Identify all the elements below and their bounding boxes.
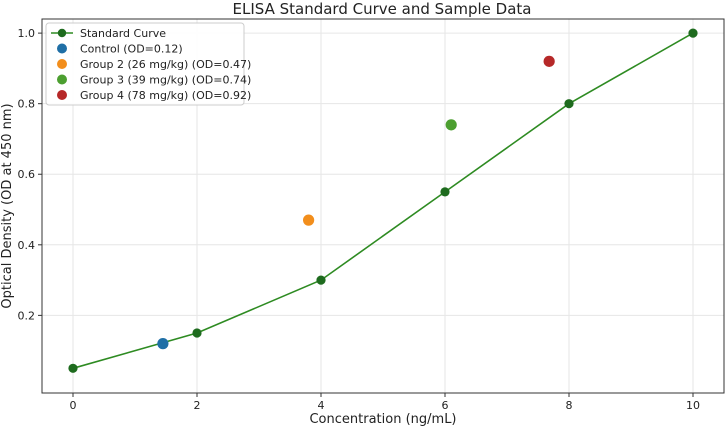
sample-point-1 — [157, 338, 169, 350]
legend-label: Group 2 (26 mg/kg) (OD=0.47) — [80, 58, 251, 71]
standard-curve-point — [192, 328, 202, 338]
x-tick-label: 8 — [566, 399, 573, 412]
legend-swatch — [57, 74, 67, 85]
x-tick-label: 4 — [318, 399, 325, 412]
y-tick-label: 0.4 — [18, 239, 36, 252]
x-tick-label: 0 — [70, 399, 77, 412]
standard-curve-point — [316, 275, 326, 285]
legend-swatch — [57, 59, 67, 69]
legend-label: Group 3 (39 mg/kg) (OD=0.74) — [80, 74, 251, 87]
standard-curve-point — [68, 363, 78, 373]
standard-curve-point — [688, 28, 698, 38]
sample-point-2 — [303, 214, 315, 226]
sample-point-4 — [543, 55, 555, 67]
x-tick-label: 2 — [194, 399, 201, 412]
legend-label: Group 4 (78 mg/kg) (OD=0.92) — [80, 89, 251, 102]
legend-box — [45, 22, 245, 106]
legend-swatch — [57, 28, 67, 38]
chart-title: ELISA Standard Curve and Sample Data — [233, 0, 532, 18]
plot-frame — [41, 18, 725, 394]
legend-swatch — [57, 43, 67, 54]
standard-curve-line — [72, 32, 694, 370]
x-tick-label: 10 — [686, 399, 700, 412]
y-tick-label: 0.6 — [18, 168, 36, 181]
axis-ticks: 0 2 4 6 8 10 0.2 0.4 0.6 0.8 1.0 — [18, 27, 701, 412]
x-tick-label: 6 — [442, 399, 449, 412]
legend: Standard Curve Control (OD=0.12) Group 2 (… — [45, 22, 251, 106]
y-axis-label: Optical Density (OD at 450 nm) — [0, 103, 15, 308]
x-axis-label: Concentration (ng/mL) — [309, 412, 456, 427]
sample-point-3 — [445, 119, 457, 131]
standard-curve-point — [440, 187, 450, 197]
series — [68, 28, 698, 373]
legend-label: Standard Curve — [80, 27, 166, 40]
y-tick-label: 0.2 — [18, 309, 36, 322]
y-tick-label: 0.8 — [18, 98, 36, 111]
legend-label: Control (OD=0.12) — [80, 43, 183, 56]
y-tick-label: 1.0 — [18, 27, 36, 40]
legend-swatch — [57, 90, 67, 100]
standard-curve-point — [564, 99, 574, 109]
